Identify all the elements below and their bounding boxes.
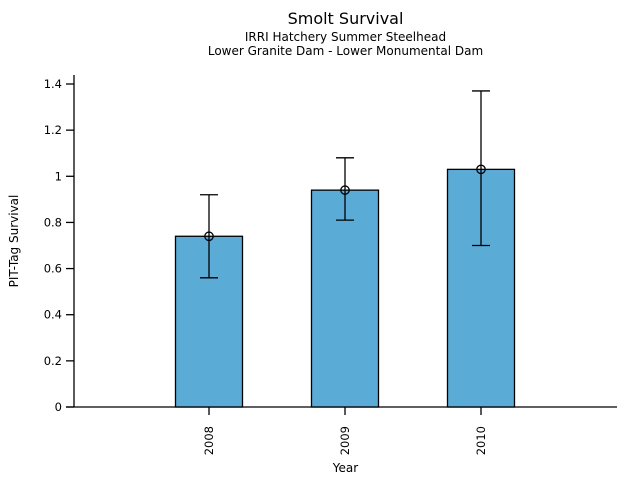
x-tick-label: 2009 <box>338 426 352 455</box>
y-tick-label: 0.2 <box>44 354 62 368</box>
bar-2009 <box>310 189 380 408</box>
y-tick-label: 1.2 <box>44 123 62 137</box>
y-tick-label: 1 <box>55 169 62 183</box>
chart-subtitle-line1: IRRI Hatchery Summer Steelhead <box>244 30 447 44</box>
data-point-marker <box>340 185 350 195</box>
x-tick-label: 2010 <box>474 426 488 455</box>
y-tick-label: 0.8 <box>44 215 62 229</box>
y-tick-label: 0.4 <box>44 308 62 322</box>
x-tick-label: 2008 <box>202 426 216 455</box>
data-point-marker <box>476 164 486 175</box>
data-point-marker <box>204 231 214 242</box>
y-tick-label: 1.4 <box>44 77 62 91</box>
chart-subtitle-line2: Lower Granite Dam - Lower Monumental Dam <box>207 44 484 58</box>
chart-title: Smolt Survival <box>287 9 404 28</box>
y-tick-label: 0 <box>55 400 62 414</box>
x-axis-label: Year <box>332 461 359 475</box>
y-axis-label: PIT-Tag Survival <box>7 194 21 288</box>
y-tick-label: 0.6 <box>44 262 62 276</box>
